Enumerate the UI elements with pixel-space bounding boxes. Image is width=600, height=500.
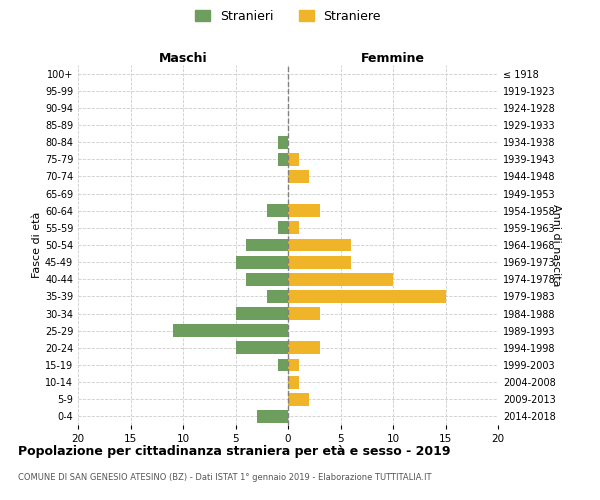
Text: Popolazione per cittadinanza straniera per età e sesso - 2019: Popolazione per cittadinanza straniera p… <box>18 445 451 458</box>
Bar <box>277 136 288 148</box>
Bar <box>288 273 393 285</box>
Bar <box>288 256 351 268</box>
Bar <box>267 290 288 303</box>
Y-axis label: Fasce di età: Fasce di età <box>32 212 42 278</box>
Bar <box>267 204 288 217</box>
Bar <box>288 290 445 303</box>
Y-axis label: Anni di nascita: Anni di nascita <box>551 204 561 286</box>
Bar <box>235 307 288 320</box>
Bar <box>277 222 288 234</box>
Bar <box>277 358 288 372</box>
Bar <box>246 273 288 285</box>
Bar <box>288 170 309 183</box>
Bar <box>288 222 299 234</box>
Bar <box>288 204 320 217</box>
Text: Maschi: Maschi <box>158 52 208 65</box>
Bar <box>288 358 299 372</box>
Bar <box>288 238 351 252</box>
Text: COMUNE DI SAN GENESIO ATESINO (BZ) - Dati ISTAT 1° gennaio 2019 - Elaborazione T: COMUNE DI SAN GENESIO ATESINO (BZ) - Dat… <box>18 472 431 482</box>
Text: Femmine: Femmine <box>361 52 425 65</box>
Bar <box>235 342 288 354</box>
Bar <box>173 324 288 337</box>
Bar <box>288 153 299 166</box>
Bar <box>288 342 320 354</box>
Bar <box>246 238 288 252</box>
Bar <box>235 256 288 268</box>
Bar <box>288 393 309 406</box>
Bar <box>257 410 288 423</box>
Bar <box>277 153 288 166</box>
Bar <box>288 376 299 388</box>
Bar <box>288 307 320 320</box>
Legend: Stranieri, Straniere: Stranieri, Straniere <box>195 10 381 22</box>
